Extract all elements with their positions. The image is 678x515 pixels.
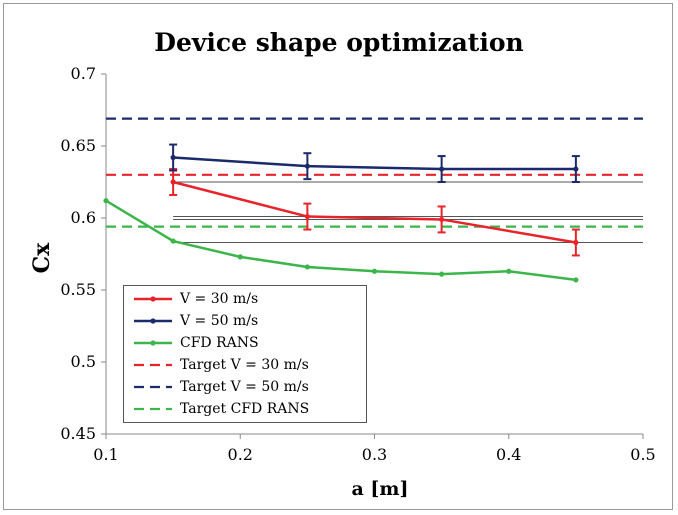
series-line	[105, 199, 577, 282]
series-group	[169, 168, 580, 257]
legend-label: CFD RANS	[180, 335, 259, 351]
legend: V = 30 m/s V = 50 m/s CFD RANS Target V = 3…	[123, 285, 367, 423]
data-point	[170, 179, 176, 185]
x-axis-label: a [m]	[351, 478, 409, 500]
legend-swatch	[134, 407, 172, 411]
chart-frame	[3, 3, 673, 510]
data-point	[371, 268, 378, 274]
data-point	[304, 163, 310, 169]
legend-swatch	[134, 363, 172, 367]
data-point	[573, 277, 579, 283]
series-layer	[103, 143, 580, 283]
y-tick-label: 0.7	[71, 64, 96, 83]
series-line	[172, 180, 577, 244]
data-point	[439, 271, 445, 277]
y-tick-label: 0.6	[71, 208, 96, 227]
series-line	[173, 156, 576, 171]
y-tick-label: 0.45	[60, 424, 96, 443]
x-tick-label: 0.4	[496, 445, 521, 464]
data-point	[439, 166, 445, 172]
legend-item: V = 50 m/s	[124, 310, 366, 332]
data-point	[573, 166, 579, 172]
legend-item: Target V = 50 m/s	[124, 376, 366, 398]
data-point	[170, 154, 176, 161]
data-point	[170, 238, 176, 244]
legend-item: Target CFD RANS	[124, 398, 366, 420]
target-lines-layer	[106, 117, 643, 228]
legend-label: V = 50 m/s	[180, 313, 259, 329]
data-point	[506, 268, 512, 274]
legend-swatch	[134, 318, 172, 324]
legend-label: Target CFD RANS	[180, 401, 310, 417]
legend-swatch	[134, 296, 172, 302]
axes-layer	[101, 73, 644, 439]
legend-item: CFD RANS	[124, 332, 366, 354]
y-tick-label: 0.65	[60, 136, 96, 155]
x-tick-label: 0.5	[630, 445, 655, 464]
reference-lines-layer	[173, 181, 643, 243]
series-group	[169, 143, 580, 183]
chart-title: Device shape optimization	[154, 28, 524, 57]
data-point	[237, 254, 243, 260]
legend-item: V = 30 m/s	[124, 288, 366, 310]
data-point	[304, 264, 310, 270]
series-group	[103, 198, 579, 283]
x-tick-label: 0.3	[362, 445, 387, 464]
data-point	[439, 216, 445, 223]
y-tick-label: 0.5	[71, 352, 96, 371]
x-tick-label: 0.2	[228, 445, 253, 464]
legend-label: Target V = 50 m/s	[180, 379, 309, 395]
legend-swatch	[134, 340, 172, 346]
legend-label: V = 30 m/s	[180, 291, 259, 307]
legend-label: Target V = 30 m/s	[180, 357, 309, 373]
y-axis-label: Cx	[29, 242, 55, 274]
data-point	[573, 239, 579, 246]
data-point	[304, 213, 310, 220]
legend-swatch	[134, 385, 172, 389]
tick-labels-layer: 0.1 0.2 0.3 0.4 0.5 0.45 0.5 0.55 0.6 0.65 0.7	[60, 64, 655, 464]
data-point	[103, 198, 109, 204]
x-tick-label: 0.1	[93, 445, 118, 464]
legend-item: Target V = 30 m/s	[124, 354, 366, 376]
y-tick-label: 0.55	[60, 280, 96, 299]
